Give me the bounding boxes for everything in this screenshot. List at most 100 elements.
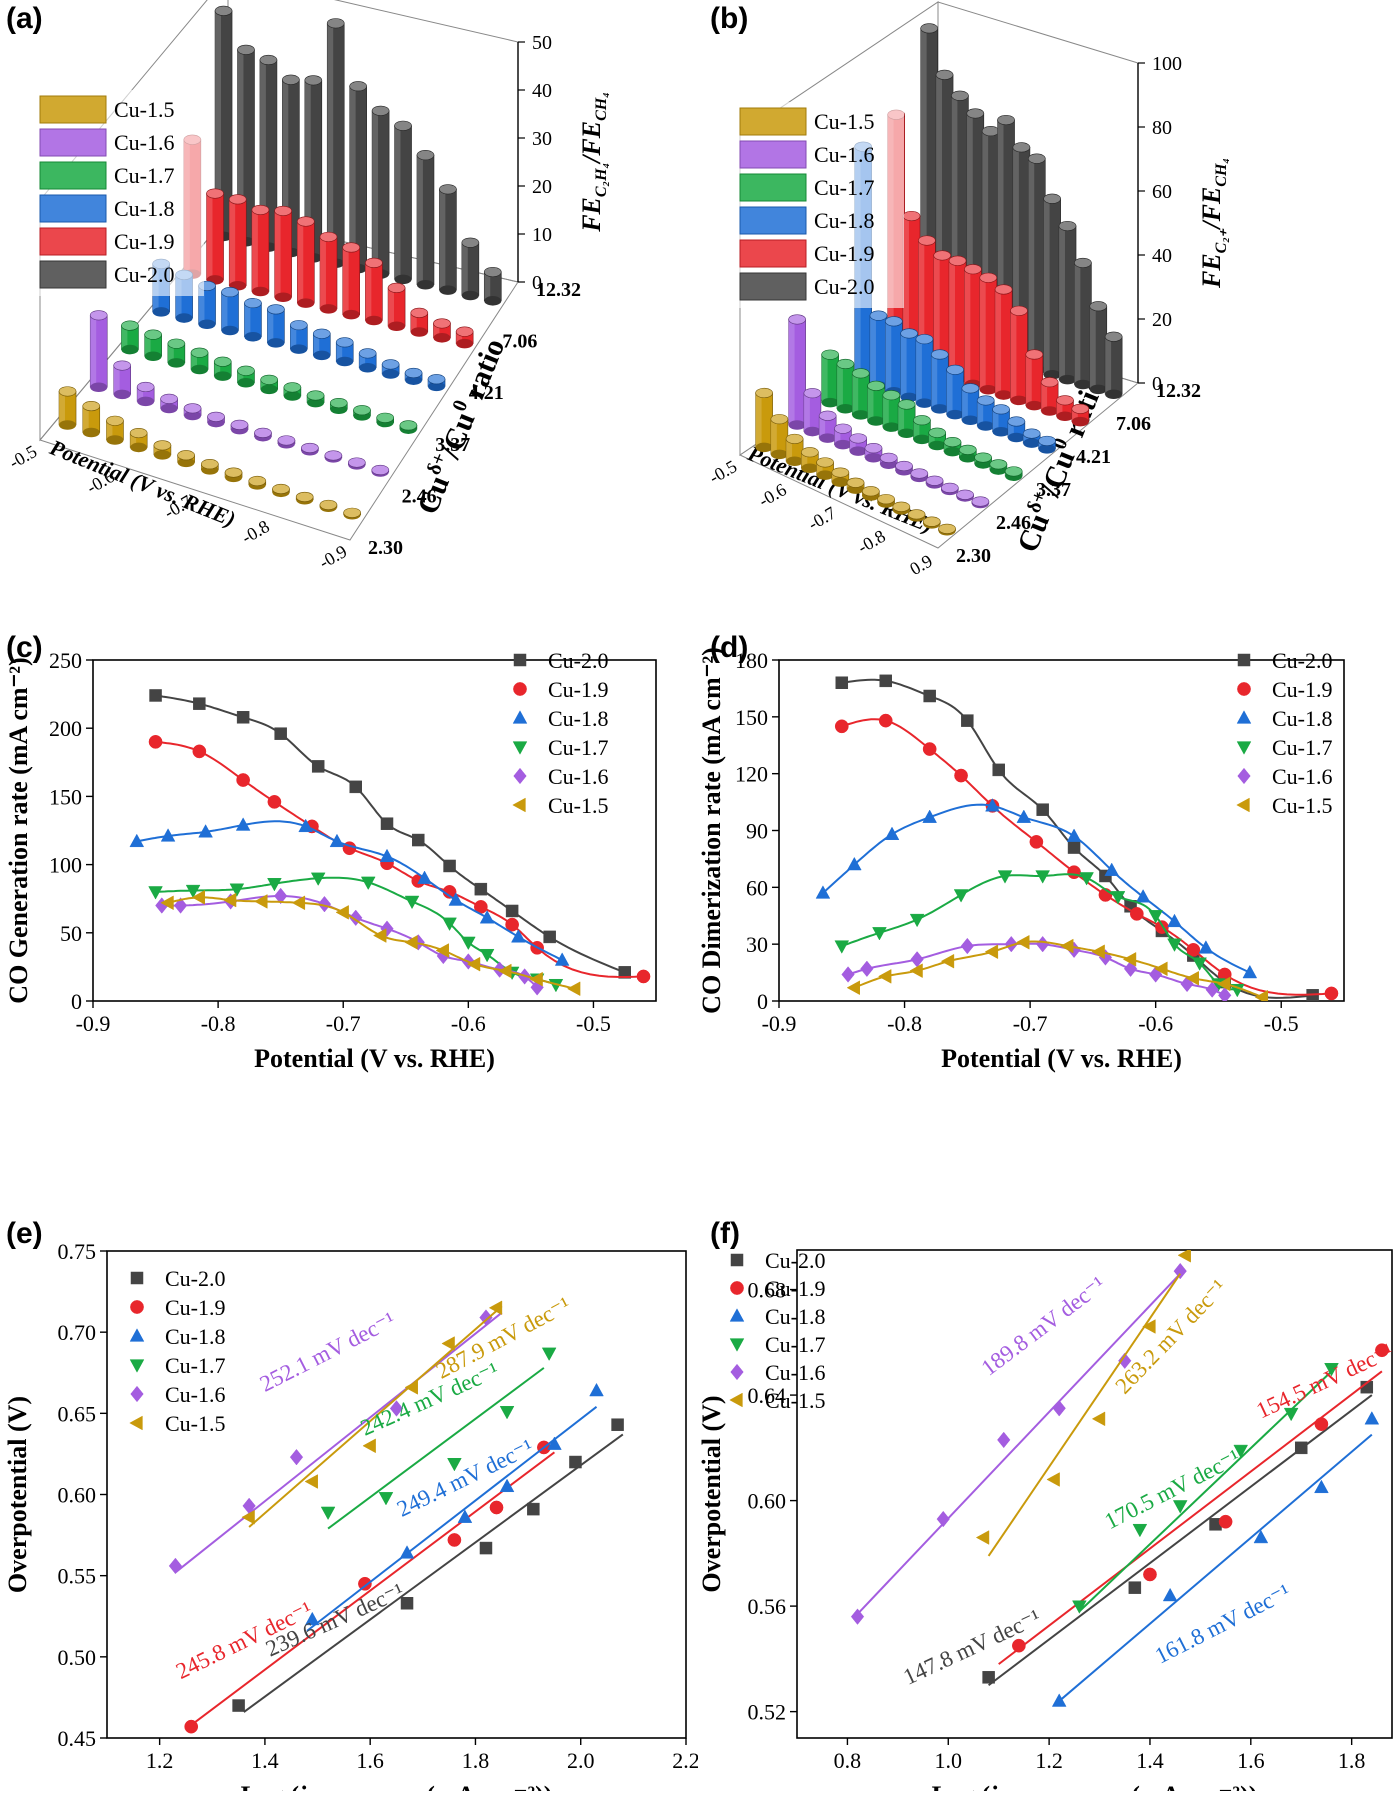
data-point (1242, 964, 1258, 979)
bar-base (90, 382, 108, 393)
bar-top (221, 287, 239, 298)
bar-base (931, 404, 949, 414)
legend-marker (130, 1300, 144, 1314)
bar (1071, 403, 1090, 427)
data-point (1185, 970, 1199, 986)
chart-a-svg: 01020304050FEC₂H₄/FECH₄-0.5-0.6-0.7-0.8-… (6, 0, 610, 573)
data-point (399, 1545, 415, 1559)
y-tick-label: 3.37 (435, 434, 470, 456)
bar-row-cu-1-6 (89, 310, 390, 477)
fit-line (1058, 1433, 1373, 1702)
bar-top (948, 255, 967, 266)
y-tick-label: 50 (60, 921, 82, 946)
bar-top (1056, 395, 1074, 406)
bar-top (1058, 220, 1077, 232)
bar-top (989, 459, 1008, 470)
bar (770, 414, 789, 460)
bar-top (381, 359, 400, 370)
bar-base (274, 292, 292, 303)
slope-annotation: 189.8 mV dec⁻¹ (977, 1271, 1111, 1380)
z-tick-label: 30 (532, 128, 552, 150)
slope-annotation: 263.2 mV dec⁻¹ (1110, 1274, 1231, 1398)
data-point (953, 889, 969, 903)
bar-top (213, 356, 232, 367)
bar (254, 427, 272, 442)
legend-marker (1237, 653, 1251, 667)
data-point (1177, 1250, 1191, 1263)
data-point (466, 956, 481, 972)
z-axis-label-part: C₂₊ (1213, 228, 1230, 253)
bar-base (915, 398, 933, 408)
z-tick-label: 60 (1152, 181, 1172, 203)
data-point (1205, 981, 1219, 998)
data-point (618, 966, 631, 979)
bar-top (365, 257, 383, 268)
series-cu-1-5 (160, 890, 581, 997)
bar (290, 320, 308, 354)
bar (455, 326, 474, 349)
z-axis-label-part: CH₄ (1213, 158, 1230, 187)
bar-base (313, 350, 331, 361)
bar-top (923, 516, 941, 527)
data-point (922, 809, 937, 823)
x-axis-label: Potential (V vs. RHE) (254, 1044, 495, 1073)
bar (371, 105, 390, 279)
legend-label: Cu-1.5 (814, 109, 875, 134)
series-group (850, 1250, 1389, 1707)
x-tick-label: -0.5 (1264, 1011, 1299, 1036)
bar-highlight (382, 364, 389, 374)
bar-top (136, 381, 155, 393)
data-point (1154, 961, 1168, 977)
bar-top (933, 250, 952, 261)
bar-base (428, 381, 446, 392)
bar-top (129, 427, 148, 439)
data-point (289, 1448, 304, 1466)
bar (167, 338, 186, 368)
bar-base (1071, 416, 1089, 427)
x-tick-label: 1.4 (1136, 1748, 1164, 1773)
bar-top (816, 457, 834, 468)
bar-highlight (416, 155, 423, 285)
legend-marker (513, 767, 527, 785)
data-point (160, 895, 174, 911)
bar (190, 347, 209, 375)
bar-top (801, 447, 819, 458)
bar-top (846, 477, 865, 488)
bar-base (251, 286, 269, 297)
data-point (1110, 891, 1126, 905)
bar-highlight (913, 420, 920, 440)
bar (1007, 416, 1026, 443)
bar-highlight (327, 23, 334, 264)
bar (121, 320, 139, 355)
bar-top (343, 507, 361, 518)
bar (915, 334, 934, 408)
data-point (310, 872, 326, 886)
bar-top (971, 496, 990, 507)
bar-top (306, 390, 325, 401)
chart-panel-a: 0 10 20 30 40 50 FEC₂H₄/FECH₄ -0.5 -0.6 -0.7 -0.8-… (0, 0, 698, 620)
legend-swatch (739, 140, 807, 169)
data-point (984, 944, 999, 960)
x-tick-label: 1.2 (146, 1748, 174, 1773)
data-point (569, 1455, 582, 1469)
bar-top (849, 433, 868, 444)
bar-highlight (961, 388, 968, 421)
bar-top (326, 18, 345, 29)
x-tick-label: 1.4 (251, 1748, 279, 1773)
y-tick-label: 150 (735, 705, 768, 730)
data-point (474, 882, 488, 896)
plot-3d: 0 20 40 60 80 100 FEC₂₊/FECH₄ -0.5 -0.6 -0.7 -0.8 0… (706, 1, 1230, 579)
legend-label: Cu-1.6 (548, 764, 609, 789)
bar-base (786, 456, 804, 467)
bar (964, 264, 982, 390)
bar-top (399, 420, 418, 431)
data-point (835, 676, 849, 689)
bar-top (259, 54, 278, 66)
chart-f-svg: 0.8 1.0 1.2 1.4 1.6 1.8 0.52 0.56 0.60 0.64 0.68 Lo… (697, 1248, 1396, 1796)
legend-label: Cu-1.7 (165, 1353, 226, 1378)
legend-marker (130, 1385, 144, 1403)
series-group (129, 689, 651, 997)
legend-label: Cu-2.0 (114, 262, 175, 287)
data-point (985, 798, 1000, 812)
bar-base (1025, 400, 1043, 411)
